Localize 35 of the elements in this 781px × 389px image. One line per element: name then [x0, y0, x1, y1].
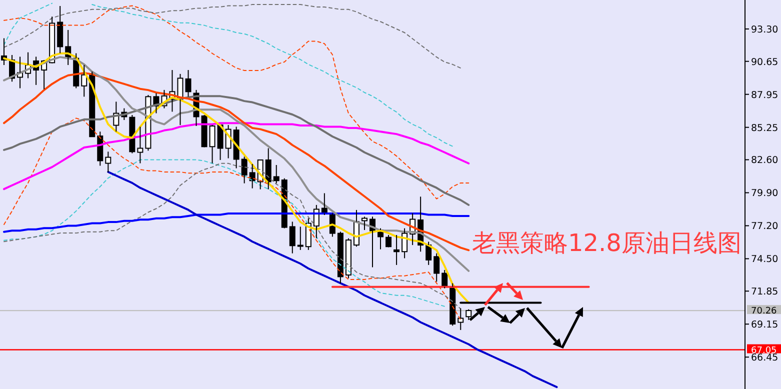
y-tick-label: 66.45	[751, 352, 778, 364]
candlestick	[201, 114, 208, 148]
candlestick	[105, 151, 112, 173]
line-series	[4, 4, 462, 69]
y-tick-label: 85.25	[751, 122, 778, 134]
line-series	[3, 122, 470, 190]
y-tick-label: 69.15	[751, 320, 778, 331]
candlestick	[273, 164, 280, 184]
candlestick	[209, 124, 216, 164]
candlestick	[57, 5, 64, 54]
candlestick	[434, 252, 440, 282]
y-tick-label: 87.95	[751, 90, 778, 101]
candlestick	[289, 221, 296, 254]
text: 老黑策略12.8原油日线图	[472, 229, 742, 257]
candlestick	[297, 226, 304, 250]
y-tick-label: 79.90	[751, 188, 778, 200]
candlestick	[458, 308, 464, 330]
y-tick-label: 77.20	[751, 221, 778, 232]
y-tick-label: 93.30	[751, 24, 778, 36]
candlestick	[265, 148, 272, 190]
y-tick-label: 71.85	[751, 286, 778, 298]
candlestick	[185, 70, 192, 98]
line-series	[3, 72, 470, 252]
candlestick	[81, 64, 88, 98]
candlestick	[337, 231, 344, 284]
candlestick	[241, 156, 248, 184]
y-tick-label: 82.60	[751, 155, 778, 166]
candlestick	[386, 234, 392, 248]
ref-line-label: 70.26	[751, 306, 778, 317]
candlestick	[137, 126, 144, 164]
y-tick-label: 90.65	[751, 56, 778, 68]
candlestick	[394, 234, 400, 266]
y-tick-label: 74.50	[751, 254, 778, 266]
line-series	[4, 5, 470, 200]
candlestick	[426, 241, 432, 266]
